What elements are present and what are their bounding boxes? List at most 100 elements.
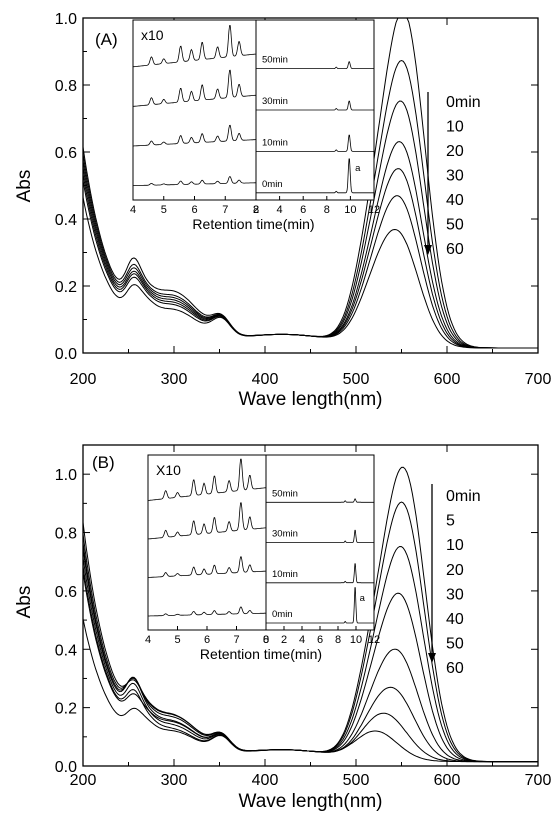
y-axis-title: Abs — [14, 586, 35, 619]
spectrum-line-60 — [82, 197, 538, 349]
time-label: 40 — [446, 192, 464, 209]
y-tick-label: 0.6 — [55, 584, 77, 601]
time-label: 60 — [446, 660, 464, 677]
inset-x-tick-label: 4 — [277, 204, 283, 216]
inset-x-tick-label: 6 — [300, 204, 306, 216]
inset-trace-label: 50min — [262, 55, 288, 66]
inset-trace-label: 0min — [272, 609, 293, 620]
inset-zoom-label: x10 — [141, 27, 164, 43]
x-tick-label: 700 — [525, 371, 552, 388]
inset-x-tick-label: 8 — [263, 634, 269, 646]
time-label: 50 — [446, 636, 464, 653]
panel-label: (B) — [92, 453, 115, 472]
y-tick-label: 0.4 — [55, 212, 77, 229]
inset-trace-label: 50min — [272, 488, 298, 499]
y-tick-label: 1.0 — [55, 467, 77, 484]
y-tick-label: 0.4 — [55, 642, 77, 659]
inset-x-tick-label: 8 — [253, 204, 259, 216]
time-arrow-head — [428, 653, 436, 663]
panel-label: (A) — [95, 30, 118, 49]
time-label: 30 — [446, 168, 464, 185]
time-label: 30 — [446, 586, 464, 603]
inset-chromatogram: 2 4 6 8 10 12 50min 30min 10min 0min a — [253, 19, 380, 216]
spectrum-line-60 — [82, 618, 538, 763]
chart-panel-a: 200 300 400 500 600 700 0.0 0.2 0.4 0.6 0.8 1.0 Wave… — [14, 11, 551, 410]
y-tick-label: 0.2 — [55, 279, 77, 296]
time-label: 50 — [446, 217, 464, 234]
x-tick-label: 200 — [70, 772, 97, 789]
inset-trace-label: 0min — [262, 179, 283, 190]
inset-zoom: 4 5 6 7 8 x10 — [130, 19, 259, 216]
inset-chromatogram-trace — [256, 100, 374, 111]
inset-zoom: 4 5 6 7 8 X10 — [145, 454, 269, 646]
inset-x-tick-label: 8 — [335, 634, 341, 646]
x-tick-label: 500 — [343, 371, 370, 388]
inset-x-tick-label: 12 — [368, 204, 380, 216]
inset-x-tick-label: 6 — [204, 634, 210, 646]
inset-chromatogram-trace — [266, 498, 374, 503]
y-tick-label: 0.8 — [55, 526, 77, 543]
inset-x-tick-label: 8 — [324, 204, 330, 216]
inset-zoom-label: X10 — [156, 462, 181, 478]
y-tick-label: 0.6 — [55, 145, 77, 162]
inset-x-tick-label: 7 — [222, 204, 228, 216]
inset-x-tick-label: 6 — [317, 634, 323, 646]
time-label: 0min — [446, 488, 481, 505]
x-tick-label: 600 — [434, 371, 461, 388]
x-tick-label: 600 — [434, 772, 461, 789]
x-tick-label: 500 — [343, 772, 370, 789]
y-tick-label: 0.2 — [55, 701, 77, 718]
inset-peak-label: a — [355, 163, 361, 174]
x-axis-title: Wave length(nm) — [239, 791, 383, 812]
y-tick-label: 0.0 — [55, 346, 77, 363]
time-label: 60 — [446, 241, 464, 258]
x-tick-label: 200 — [70, 371, 97, 388]
inset-trace-label: 30min — [272, 529, 298, 540]
inset-x-tick-label: 2 — [281, 634, 287, 646]
inset-x-tick-label: 4 — [145, 634, 151, 646]
inset-zoom-trace — [132, 25, 257, 68]
inset-x-tick-label: 10 — [350, 634, 362, 646]
inset-zoom-trace — [133, 124, 256, 147]
inset-x-tick-label: 4 — [299, 634, 305, 646]
time-label: 5 — [446, 513, 455, 530]
inset-chromatogram-trace — [266, 529, 374, 543]
inset-x-tick-label: 5 — [161, 204, 167, 216]
y-tick-label: 0.0 — [55, 759, 77, 776]
time-label: 20 — [446, 143, 464, 160]
inset-zoom-trace — [132, 69, 257, 107]
y-tick-label: 0.8 — [55, 78, 77, 95]
inset-zoom-trace — [147, 502, 267, 540]
inset-chromatogram-trace — [256, 61, 374, 69]
inset-x-tick-label: 12 — [368, 634, 380, 646]
inset-zoom-frame — [147, 454, 267, 631]
inset-x-tick-label: 6 — [191, 204, 197, 216]
inset-chromatogram-trace — [266, 587, 374, 624]
inset-zoom-trace — [148, 606, 266, 617]
inset-trace-label: 10min — [272, 569, 298, 580]
inset-x-tick-label: 4 — [130, 204, 136, 216]
x-axis-title: Wave length(nm) — [239, 389, 383, 410]
inset-trace-label: 10min — [262, 137, 288, 148]
inset-zoom-trace — [133, 176, 256, 186]
inset-x-tick-label: 0 — [263, 634, 269, 646]
inset-x-axis-title: Retention time(min) — [200, 646, 322, 662]
time-label: 0min — [446, 94, 481, 111]
inset-chromatogram-trace — [256, 134, 374, 152]
y-axis-title: Abs — [14, 170, 35, 203]
x-tick-label: 400 — [252, 772, 279, 789]
inset-zoom-trace — [147, 458, 267, 501]
inset-x-tick-label: 2 — [253, 204, 259, 216]
x-tick-label: 400 — [252, 371, 279, 388]
x-tick-label: 700 — [525, 772, 552, 789]
inset-x-tick-label: 5 — [174, 634, 180, 646]
inset-chromatogram-trace — [266, 563, 374, 584]
inset-x-axis-title: Retention time(min) — [192, 216, 314, 232]
inset-x-tick-label: 7 — [233, 634, 239, 646]
inset-trace-label: 30min — [262, 96, 288, 107]
time-arrow-head — [424, 245, 432, 255]
inset-zoom-trace — [148, 556, 266, 578]
time-label: 40 — [446, 611, 464, 628]
